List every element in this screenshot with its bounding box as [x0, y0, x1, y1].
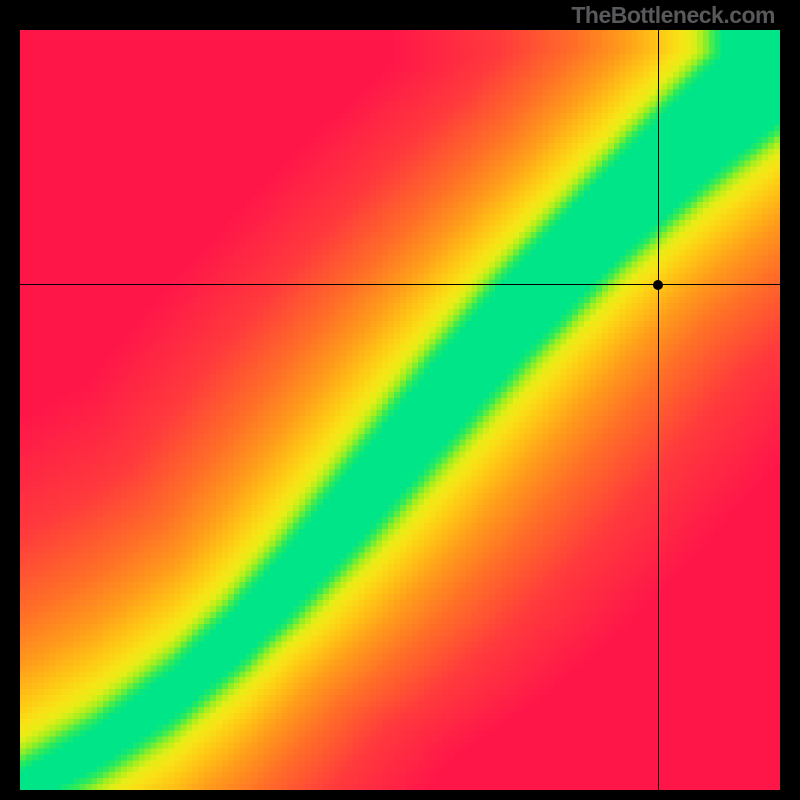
selection-marker: [653, 280, 663, 290]
crosshair-horizontal: [20, 284, 780, 285]
bottleneck-heatmap: [20, 30, 780, 790]
watermark-text: TheBottleneck.com: [571, 2, 775, 29]
crosshair-vertical: [658, 30, 659, 790]
chart-container: TheBottleneck.com: [0, 0, 800, 800]
